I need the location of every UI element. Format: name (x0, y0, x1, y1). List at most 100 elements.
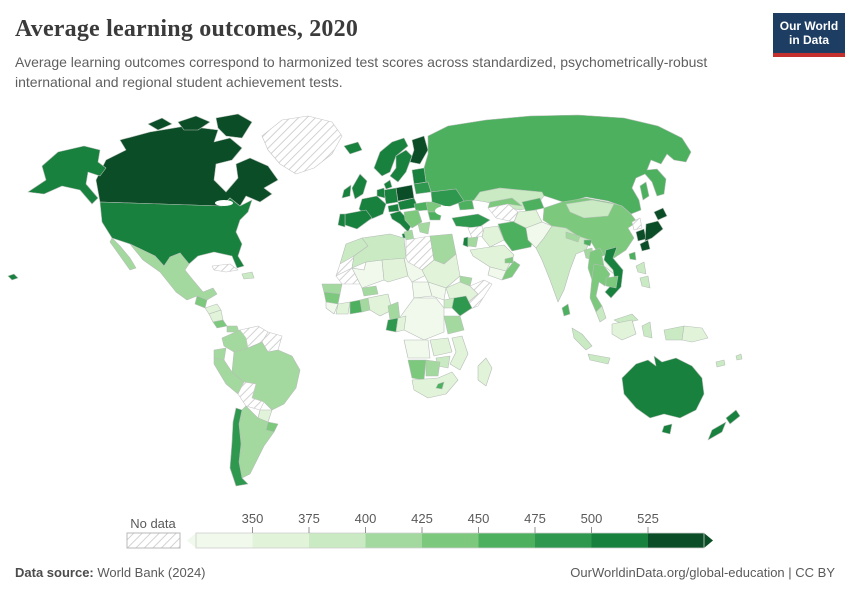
country-malaysia[interactable] (595, 305, 607, 323)
country-germany[interactable] (383, 187, 399, 205)
country-syria[interactable] (467, 225, 485, 239)
legend-segment[interactable] (252, 533, 310, 548)
country-cuba[interactable] (211, 263, 239, 273)
country-dr-congo[interactable] (397, 297, 445, 341)
country-portugal[interactable] (337, 213, 346, 228)
country-baltics[interactable] (411, 167, 427, 185)
country-greenland[interactable] (261, 115, 343, 175)
country-south-africa[interactable] (411, 371, 459, 399)
country-balkans[interactable] (403, 209, 423, 229)
legend-segment[interactable] (535, 533, 592, 548)
country-philippines[interactable] (635, 261, 647, 275)
country-indonesia-sulawesi[interactable] (641, 321, 653, 339)
country-thailand[interactable] (589, 263, 611, 313)
country-jordan[interactable] (467, 236, 479, 248)
country-tanzania[interactable] (443, 315, 465, 335)
country-papua-new-guinea[interactable] (681, 325, 709, 343)
country-canada-arctic-island[interactable] (177, 115, 211, 131)
country-uzbekistan[interactable] (487, 197, 523, 209)
country-hispaniola[interactable] (241, 271, 255, 280)
legend-arrow-left[interactable] (187, 533, 196, 548)
country-namibia[interactable] (407, 359, 427, 381)
legend-arrow-right[interactable] (704, 533, 713, 548)
country-canada-arctic-island[interactable] (147, 117, 173, 131)
country-chile[interactable] (229, 407, 249, 487)
country-hungary[interactable] (413, 201, 429, 212)
country-ivory-coast[interactable] (335, 301, 351, 315)
country-iceland[interactable] (343, 141, 363, 155)
country-new-zealand[interactable] (725, 409, 741, 425)
country-south-korea[interactable] (635, 228, 647, 242)
country-nigeria[interactable] (367, 293, 393, 317)
country-ukraine[interactable] (430, 188, 465, 208)
country-burkina-faso[interactable] (361, 285, 379, 297)
country-japan-kyushu[interactable] (639, 239, 651, 252)
country-usa-hawaii[interactable] (7, 273, 19, 281)
country-benelux[interactable] (376, 187, 386, 199)
country-iraq[interactable] (481, 225, 505, 248)
country-norway[interactable] (373, 137, 409, 177)
legend-segment[interactable] (196, 533, 253, 548)
legend-segment[interactable] (309, 533, 366, 548)
legend-segment[interactable] (591, 533, 649, 548)
country-algeria[interactable] (351, 233, 407, 269)
country-uk[interactable] (351, 173, 368, 200)
country-australia-tasmania[interactable] (661, 423, 673, 435)
country-botswana[interactable] (425, 359, 441, 377)
country-mexico[interactable] (129, 243, 218, 301)
country-ireland[interactable] (341, 184, 352, 199)
country-brazil[interactable] (231, 341, 301, 411)
country-indonesia-sumatra[interactable] (571, 327, 593, 351)
country-sweden[interactable] (389, 149, 413, 183)
country-new-caledonia[interactable] (715, 359, 726, 368)
country-india[interactable] (535, 225, 591, 303)
legend-nodata-swatch[interactable] (126, 532, 181, 549)
country-nepal[interactable] (565, 231, 581, 243)
country-denmark[interactable] (383, 179, 393, 190)
country-vietnam[interactable] (603, 246, 624, 299)
country-finland[interactable] (409, 135, 429, 165)
country-japan-hokkaido[interactable] (653, 207, 668, 221)
country-mozambique[interactable] (449, 335, 469, 371)
country-indonesia-java[interactable] (587, 353, 611, 365)
country-niger[interactable] (381, 257, 409, 283)
legend-segment[interactable] (648, 533, 704, 548)
country-bolivia[interactable] (237, 381, 265, 411)
country-angola[interactable] (403, 339, 431, 359)
country-lesotho[interactable] (435, 381, 445, 390)
country-indonesia-papua[interactable] (663, 325, 685, 341)
country-sri-lanka[interactable] (561, 303, 571, 317)
country-usa-alaska[interactable] (27, 145, 107, 205)
country-madagascar[interactable] (477, 357, 493, 387)
country-caucasus[interactable] (457, 199, 475, 211)
country-philippines[interactable] (639, 275, 651, 289)
country-north-korea[interactable] (631, 217, 643, 231)
country-taiwan[interactable] (628, 251, 637, 261)
country-mongolia[interactable] (565, 199, 615, 219)
country-zambia[interactable] (429, 337, 453, 357)
country-australia[interactable] (621, 355, 705, 419)
legend-segment[interactable] (422, 533, 479, 548)
country-uae-qatar[interactable] (504, 256, 514, 264)
country-kenya[interactable] (451, 295, 473, 317)
country-mexico-baja[interactable] (109, 237, 137, 271)
country-japan-honshu[interactable] (644, 220, 664, 242)
country-fiji[interactable] (735, 353, 743, 361)
country-canada[interactable] (95, 125, 279, 207)
country-canada-baffin[interactable] (215, 113, 253, 139)
country-somalia[interactable] (463, 279, 493, 311)
country-spain[interactable] (344, 209, 373, 230)
country-new-zealand[interactable] (707, 421, 727, 441)
country-sierra-leone-liberia[interactable] (325, 301, 339, 315)
country-indonesia-borneo[interactable] (611, 319, 637, 341)
country-russia-sakhalin[interactable] (639, 181, 650, 201)
credit-link[interactable]: OurWorldinData.org/global-education | CC… (570, 565, 835, 580)
country-russia[interactable] (423, 114, 692, 215)
legend-segment[interactable] (478, 533, 536, 548)
country-belarus[interactable] (413, 181, 432, 195)
legend-segment[interactable] (365, 533, 423, 548)
country-bhutan[interactable] (583, 239, 593, 247)
country-greece[interactable] (417, 221, 431, 235)
country-saudi-arabia[interactable] (469, 244, 515, 272)
country-israel[interactable] (462, 236, 469, 248)
